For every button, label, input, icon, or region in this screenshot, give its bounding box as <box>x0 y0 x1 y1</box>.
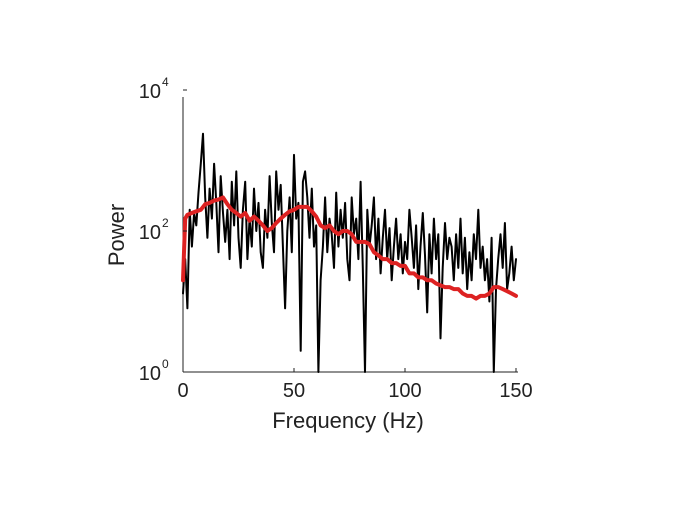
y-tick-label-base: 10 <box>139 222 161 244</box>
power-spectrum-line <box>182 132 517 373</box>
x-ticks: 0 50 100 150 <box>177 368 533 402</box>
x-tick-label: 100 <box>388 380 421 402</box>
x-axis-title: Frequency (Hz) <box>272 408 424 433</box>
y-axis-title: Power <box>104 204 129 266</box>
y-tick-label-base: 10 <box>139 81 161 103</box>
x-tick-label: 50 <box>283 380 305 402</box>
y-tick-label-exponent: 4 <box>162 75 169 89</box>
series-layer <box>181 132 518 373</box>
y-tick-label-exponent: 0 <box>162 357 169 371</box>
y-tick-label-base: 10 <box>139 363 161 385</box>
x-tick-label: 150 <box>499 380 532 402</box>
smoothed-spectrum-line <box>181 195 518 301</box>
x-tick-label: 0 <box>177 380 188 402</box>
y-tick-label-exponent: 2 <box>162 216 169 230</box>
